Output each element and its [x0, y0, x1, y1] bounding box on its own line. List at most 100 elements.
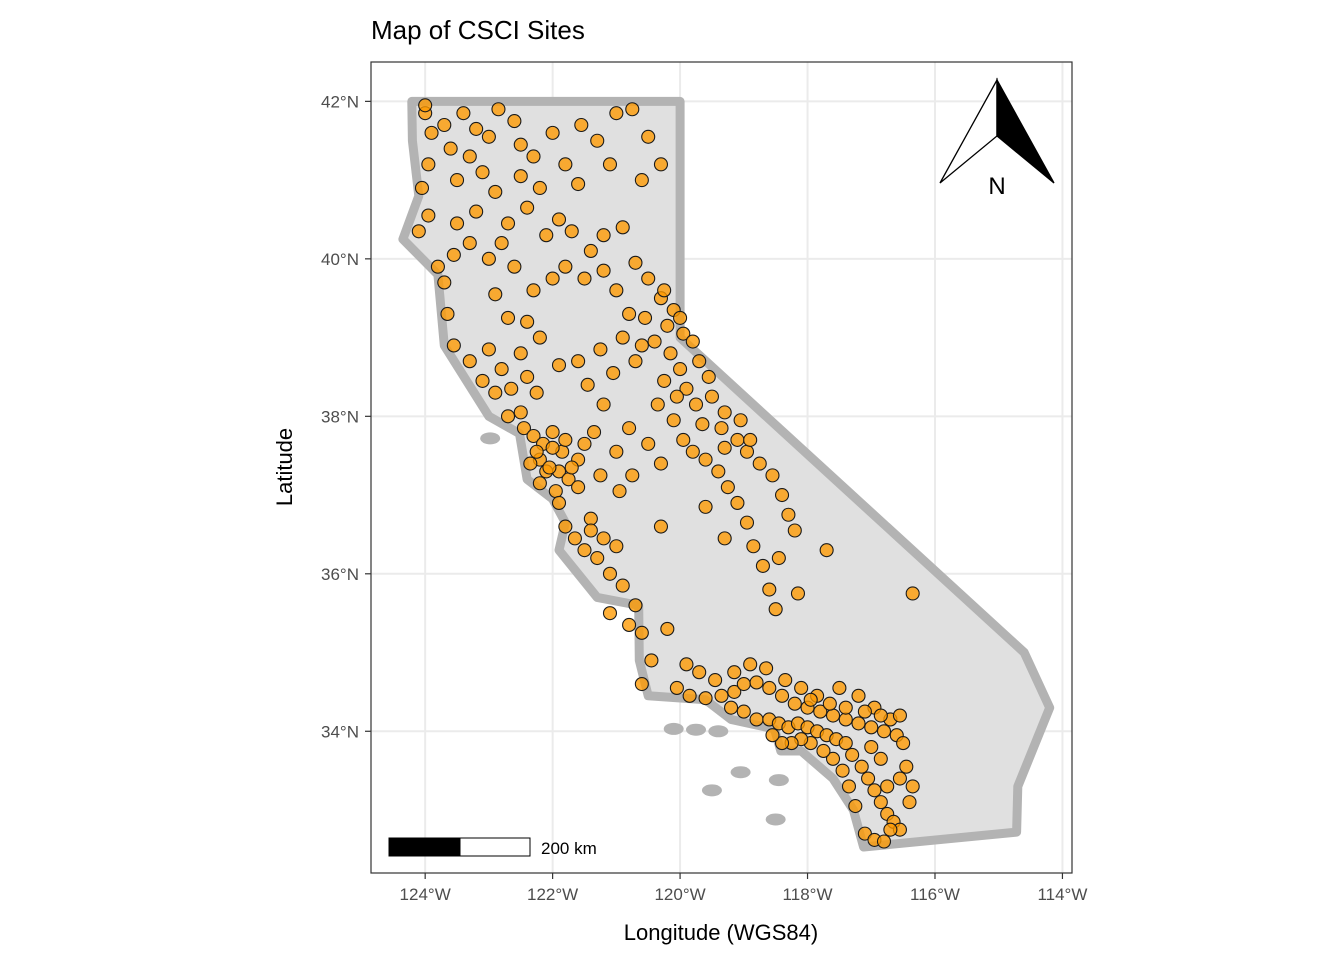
y-tick-label: 34°N — [321, 722, 359, 741]
site-point — [679, 381, 694, 396]
site-point — [440, 306, 455, 322]
site-point — [574, 117, 589, 133]
site-point — [625, 102, 640, 117]
site-point — [583, 511, 598, 526]
site-point — [622, 617, 637, 633]
site-point — [596, 228, 611, 243]
site-point — [634, 625, 649, 640]
site-point — [637, 310, 653, 325]
site-point — [749, 675, 764, 690]
x-axis-title: Longitude (WGS84) — [624, 920, 818, 945]
site-point — [596, 263, 611, 278]
site-point — [513, 346, 528, 361]
site-point — [469, 121, 484, 136]
site-point — [653, 157, 669, 172]
site-point — [622, 306, 637, 322]
site-point — [835, 763, 850, 778]
site-point — [641, 271, 656, 286]
channel-islands — [480, 432, 789, 826]
site-point — [580, 377, 595, 392]
site-point — [739, 444, 755, 459]
island-shape — [765, 813, 786, 826]
site-point — [446, 247, 461, 262]
site-point — [666, 413, 681, 428]
scale-bar-label: 200 km — [541, 839, 597, 858]
x-tick-label: 116°W — [910, 885, 960, 904]
map-panel-border — [370, 61, 1073, 874]
site-point — [488, 184, 503, 199]
site-point — [861, 771, 876, 786]
csci-site-points — [411, 98, 920, 849]
site-point — [449, 173, 465, 188]
site-point — [634, 338, 649, 353]
site-point — [841, 779, 857, 794]
site-point — [768, 602, 783, 617]
map-title: Map of CSCI Sites — [371, 15, 585, 45]
site-point — [701, 369, 716, 385]
site-point — [513, 137, 528, 152]
site-point — [516, 421, 531, 436]
site-point — [628, 354, 643, 369]
y-tick-label: 42°N — [321, 92, 359, 111]
site-point — [628, 255, 643, 270]
site-point — [558, 259, 573, 274]
site-point — [456, 106, 471, 121]
site-point — [774, 488, 790, 503]
site-point — [717, 531, 732, 546]
site-point — [481, 129, 496, 144]
site-point — [867, 783, 882, 798]
site-point — [609, 283, 624, 298]
site-point — [500, 310, 516, 325]
site-point — [469, 204, 484, 219]
site-point — [446, 338, 461, 353]
site-point — [571, 354, 586, 369]
y-axis-title: Latitude — [272, 428, 297, 506]
site-point — [583, 243, 598, 259]
california-boundary — [398, 96, 1055, 852]
site-point — [762, 680, 777, 696]
site-point — [688, 397, 704, 412]
site-point — [739, 515, 755, 530]
site-point — [644, 653, 659, 668]
site-point — [698, 691, 713, 706]
site-point — [790, 586, 806, 601]
site-point — [669, 389, 684, 404]
site-point — [545, 125, 560, 140]
site-point — [698, 452, 713, 467]
site-point — [520, 314, 535, 329]
site-point — [787, 696, 802, 711]
site-point — [504, 381, 519, 396]
site-point — [558, 519, 573, 534]
site-point — [462, 354, 477, 369]
site-point — [418, 98, 433, 113]
site-point — [794, 680, 809, 696]
site-point — [593, 342, 608, 357]
site-point — [609, 106, 624, 121]
site-point — [902, 795, 917, 810]
site-point — [609, 444, 624, 459]
site-point — [714, 421, 729, 436]
site-point — [663, 346, 678, 361]
site-point — [838, 712, 853, 727]
site-point — [822, 696, 837, 711]
island-shape — [686, 723, 707, 736]
site-point — [526, 149, 541, 164]
site-point — [851, 688, 866, 703]
x-tick-label: 122°W — [527, 885, 578, 904]
site-point — [430, 259, 445, 274]
y-axis-ticks: 34°N 36°N 38°N 40°N 42°N — [321, 92, 371, 741]
site-point — [880, 779, 895, 794]
site-point — [564, 224, 579, 239]
site-point — [762, 582, 777, 597]
site-point — [577, 436, 592, 451]
site-point — [520, 369, 535, 385]
scale-bar: 200 km — [388, 837, 597, 858]
x-tick-label: 124°W — [400, 885, 451, 904]
site-point — [695, 417, 710, 432]
site-point — [593, 468, 608, 483]
site-point — [622, 421, 637, 436]
site-point — [577, 543, 592, 558]
site-point — [711, 464, 726, 479]
site-point — [437, 275, 452, 290]
